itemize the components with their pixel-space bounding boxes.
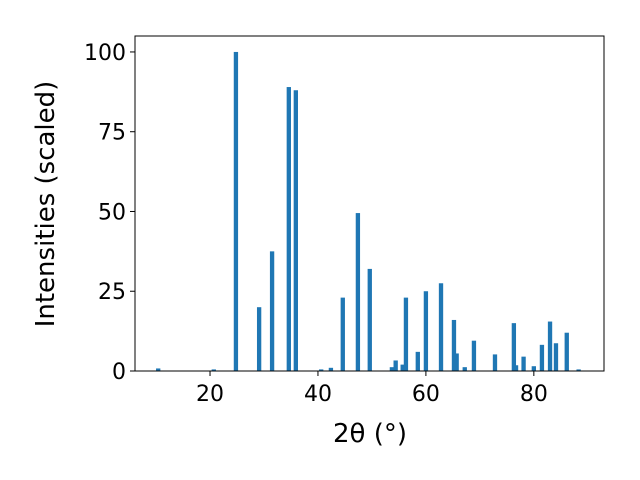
bar xyxy=(531,366,536,371)
bar xyxy=(576,369,581,371)
y-tick-label: 0 xyxy=(112,360,126,385)
bar xyxy=(367,268,372,371)
y-tick-label: 75 xyxy=(98,121,126,146)
bar xyxy=(471,340,477,371)
bar xyxy=(438,283,444,371)
bar xyxy=(156,368,161,371)
bar xyxy=(513,365,519,371)
bar xyxy=(286,87,291,372)
bar xyxy=(539,344,545,371)
bar xyxy=(233,51,239,371)
x-tick-label: 60 xyxy=(412,382,440,407)
x-tick-label: 20 xyxy=(196,382,224,407)
bar xyxy=(328,367,334,371)
bar xyxy=(547,321,553,371)
bar xyxy=(553,343,559,371)
y-tick-label: 100 xyxy=(84,41,126,66)
y-axis-label: Intensities (scaled) xyxy=(31,81,61,328)
bar xyxy=(400,364,405,371)
x-tick-label: 40 xyxy=(304,382,332,407)
bar xyxy=(462,367,467,371)
bar xyxy=(492,354,498,371)
y-tick-label: 50 xyxy=(98,200,126,225)
bar xyxy=(393,360,398,371)
bar xyxy=(415,351,420,371)
bar xyxy=(403,297,409,371)
bar xyxy=(521,356,526,371)
bar xyxy=(211,369,216,371)
bar xyxy=(423,291,429,371)
bar xyxy=(269,251,275,371)
bar xyxy=(340,297,345,371)
bar xyxy=(319,369,324,371)
x-axis-label: 2θ (°) xyxy=(333,419,407,449)
plot-frame xyxy=(134,35,605,372)
bar xyxy=(355,213,361,371)
bar xyxy=(256,307,262,371)
bar xyxy=(389,367,395,371)
bar xyxy=(454,353,459,371)
bar xyxy=(511,323,517,371)
y-tick-label: 25 xyxy=(98,280,126,305)
bar xyxy=(293,90,298,371)
bar xyxy=(451,319,457,371)
x-tick-label: 80 xyxy=(520,382,548,407)
bar xyxy=(564,332,569,371)
